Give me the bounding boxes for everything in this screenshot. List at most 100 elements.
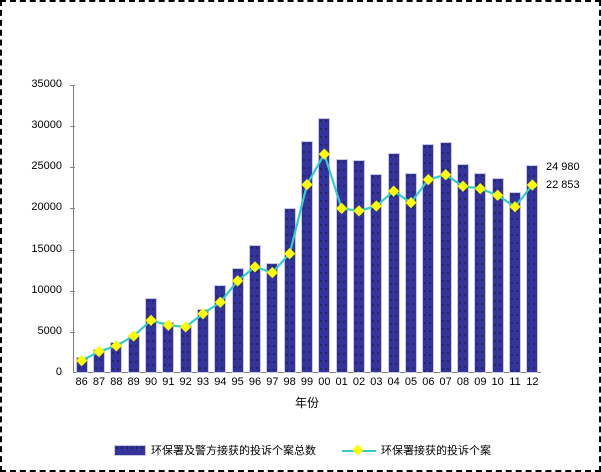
line-marker: [284, 248, 296, 260]
bar: [335, 158, 348, 373]
y-axis-tick-label: 30000: [31, 119, 62, 132]
x-axis-tick-label: 12: [526, 376, 539, 388]
y-axis-tick-label: 35000: [31, 78, 62, 90]
chart-legend: 环保署及警方接获的投诉个案总数 环保署接获的投诉个案: [2, 442, 599, 458]
x-axis-tick-label: 07: [439, 376, 452, 388]
line-marker: [388, 185, 400, 197]
y-axis-tick-label: 5000: [37, 324, 62, 337]
legend-line-swatch-icon: [342, 443, 376, 456]
y-axis-tick-mark: [70, 290, 75, 292]
bar: [387, 152, 400, 373]
x-axis-tick-label: 01: [335, 376, 348, 388]
x-axis-tick-label: 11: [509, 376, 521, 388]
line-marker: [145, 314, 157, 326]
x-axis-tick-label: 97: [266, 376, 279, 388]
line-marker: [180, 321, 192, 333]
bar: [318, 117, 331, 373]
line-marker: [353, 205, 365, 217]
line-marker: [405, 197, 417, 209]
x-axis-tick-label: 98: [283, 376, 296, 388]
x-axis-tick-label: 04: [387, 376, 400, 388]
bar: [145, 297, 157, 373]
x-axis-tick-label: 93: [196, 376, 210, 388]
bar: [283, 208, 296, 373]
x-axis-tick-label: 96: [248, 376, 262, 388]
end-label-bar-total: 24 980: [546, 161, 580, 174]
line-marker: [526, 179, 538, 191]
line-marker: [93, 345, 105, 358]
x-axis-tick-label: 09: [474, 376, 487, 388]
legend-label-bar-total: 环保署及警方接获的投诉个案总数: [151, 445, 316, 457]
y-axis-tick-mark: [70, 249, 75, 251]
line-marker: [76, 355, 88, 367]
line-marker: [128, 330, 140, 342]
line-marker: [336, 202, 348, 215]
bar: [491, 177, 504, 373]
line-marker: [214, 296, 226, 308]
legend-item-line-value: 环保署接获的投诉个案: [342, 442, 491, 458]
bar: [266, 263, 279, 373]
line-marker: [318, 148, 330, 160]
bar: [370, 173, 383, 373]
bar: [457, 163, 469, 373]
x-axis-tick-label: 92: [179, 376, 192, 388]
bar: [301, 140, 313, 373]
bar: [509, 191, 521, 373]
line-marker: [162, 319, 174, 331]
legend-bar-swatch-icon: [114, 444, 146, 456]
x-axis-title: 年份: [294, 396, 319, 410]
line-marker: [440, 169, 452, 181]
bar: [249, 245, 261, 373]
x-axis-tick-label: 03: [370, 376, 383, 388]
line-marker: [249, 261, 261, 273]
x-axis-tick-label: 02: [352, 376, 366, 388]
line-marker: [370, 200, 382, 212]
x-axis-tick-label: 88: [110, 376, 123, 388]
x-axis-tick-label: 00: [318, 376, 331, 388]
x-axis-tick-label: 99: [300, 376, 314, 388]
x-axis-tick-label: 06: [422, 376, 435, 388]
line-marker: [301, 178, 313, 191]
y-axis-tick-label: 15000: [31, 242, 62, 255]
bar: [214, 284, 227, 373]
legend-label-line-value: 环保署接获的投诉个案: [381, 445, 491, 457]
y-axis-tick-label: 0: [55, 366, 62, 378]
x-axis-tick-label: 89: [127, 376, 140, 388]
bar: [405, 172, 417, 373]
end-label-line-value: 22 853: [546, 178, 580, 191]
line-marker: [492, 189, 504, 201]
x-axis-tick-labels: 86 87 88 89 90 91 92 93 94 95 96 97 98 99 00 01 02 03 04 05…: [73, 376, 541, 392]
legend-item-bar-total: 环保署及警方接获的投诉个案总数: [114, 442, 316, 458]
y-axis-tick-mark: [70, 167, 75, 169]
y-axis-tick-mark: [70, 331, 75, 333]
y-axis-tick-label: 20000: [31, 201, 62, 214]
y-axis-tick-mark: [70, 126, 75, 128]
x-axis-tick-label: 08: [456, 376, 470, 388]
bar: [474, 172, 487, 373]
plot-area: [70, 85, 541, 373]
x-axis-tick-label: 90: [144, 376, 158, 388]
x-axis-tick-label: 91: [162, 376, 175, 388]
bar: [353, 159, 365, 373]
x-axis-tick-label: 95: [231, 376, 244, 388]
y-axis-tick-mark: [70, 208, 75, 210]
x-axis-tick-label: 05: [404, 376, 418, 388]
y-axis-tick-labels: 0 5000 10000 15000 20000 25000 30000 35000: [2, 79, 68, 378]
line-marker: [422, 174, 434, 186]
x-axis-tick-label: 94: [214, 376, 227, 388]
x-axis-tick-label: 10: [491, 376, 504, 388]
bar: [422, 143, 435, 373]
line-marker: [110, 340, 122, 352]
line-marker: [232, 275, 244, 287]
line-series-markers: [76, 148, 538, 367]
x-axis-tick-label: 87: [92, 376, 106, 388]
x-axis-tick-label: 86: [75, 376, 88, 388]
line-series-layer: [76, 148, 538, 367]
line-marker: [266, 266, 278, 279]
y-axis-tick-label: 25000: [31, 160, 62, 173]
bar: [231, 268, 244, 373]
y-axis-tick-label: 10000: [31, 283, 62, 296]
line-marker: [197, 308, 209, 320]
line-marker: [457, 180, 469, 192]
